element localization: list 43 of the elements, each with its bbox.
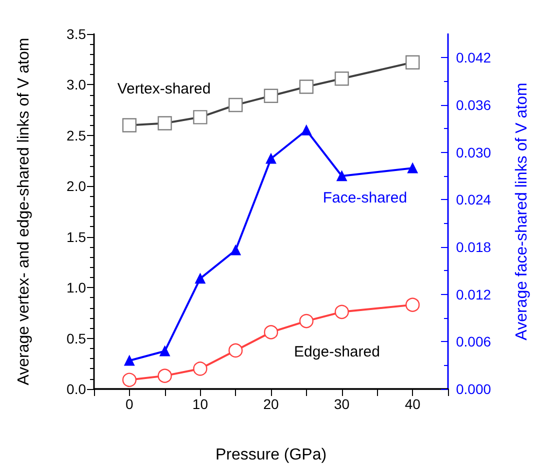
y2-tick-label: 0.036 xyxy=(456,97,492,113)
x-axis-title: Pressure (GPa) xyxy=(215,446,327,464)
y2-tick-label: 0.042 xyxy=(456,50,492,66)
y2-axis-title: Average face-shared links of V atom xyxy=(514,82,530,340)
point xyxy=(406,298,420,312)
point xyxy=(195,273,206,284)
y-tick-label: 1.5 xyxy=(66,228,86,245)
y2-tick-label: 0.030 xyxy=(456,144,492,160)
x-tick-label: 10 xyxy=(192,396,208,412)
point xyxy=(193,362,208,376)
point xyxy=(158,368,172,383)
y2-tick-label: 0.024 xyxy=(456,192,492,208)
x-tick-label: 40 xyxy=(404,396,421,412)
x-tick-label: 20 xyxy=(263,396,279,412)
point xyxy=(230,245,241,256)
y-tick-label: 3.0 xyxy=(66,76,86,93)
point xyxy=(301,125,312,136)
y2-tick-label: 0.006 xyxy=(456,334,492,350)
annotation: Vertex-shared xyxy=(117,80,211,98)
point xyxy=(299,314,314,328)
point xyxy=(266,154,276,164)
y2-tick-label: 0.018 xyxy=(456,239,492,255)
x-tick-label: 0 xyxy=(126,396,134,412)
x-tick-label: 30 xyxy=(334,396,350,412)
y-tick-label: 3.5 xyxy=(66,26,86,42)
annotation: Face-shared xyxy=(322,190,408,206)
y-axis-title: Average vertex- and edge-shared links of V atom xyxy=(16,38,32,386)
y2-tick-label: 0.000 xyxy=(456,381,492,397)
point xyxy=(124,356,134,366)
y2-tick-label: 0.012 xyxy=(456,286,492,302)
y-tick-label: 1.0 xyxy=(66,280,86,296)
point xyxy=(408,163,418,174)
point xyxy=(336,170,347,182)
y-tick-label: 2.0 xyxy=(66,178,86,194)
point xyxy=(122,372,136,387)
y-tick-label: 0.0 xyxy=(66,381,86,397)
y-tick-label: 0.5 xyxy=(66,330,86,346)
point xyxy=(228,343,243,358)
point xyxy=(334,304,349,320)
y-tick-label: 2.5 xyxy=(66,127,86,144)
annotation: Edge-shared xyxy=(294,344,380,360)
point xyxy=(160,346,170,356)
point xyxy=(264,325,278,340)
